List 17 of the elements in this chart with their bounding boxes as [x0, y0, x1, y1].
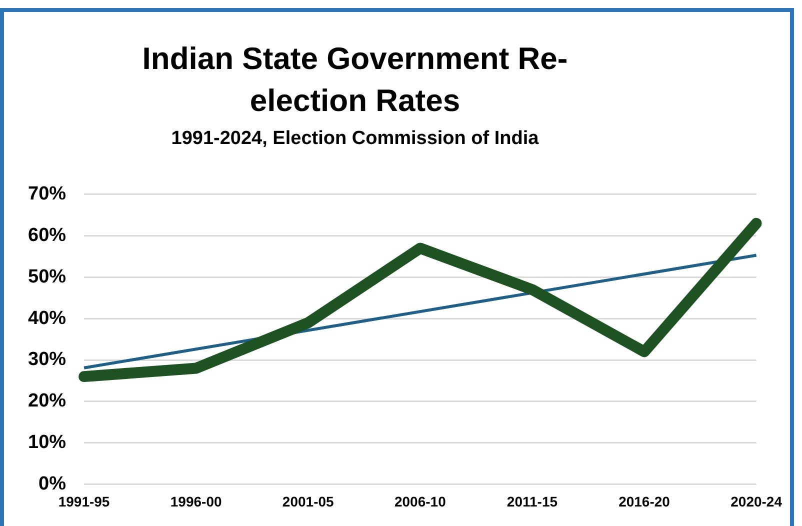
x-tick-label: 2001-05: [282, 493, 334, 510]
y-tick-label: 60%: [28, 225, 66, 246]
y-tick-label: 30%: [28, 349, 66, 370]
y-tick-label: 0%: [38, 473, 66, 494]
y-tick-label: 70%: [28, 184, 66, 205]
x-tick-label: 2020-24: [730, 493, 782, 510]
y-tick-label: 10%: [28, 432, 66, 454]
x-tick-label: 2011-15: [506, 493, 558, 510]
x-tick-label: 2016-20: [618, 493, 670, 510]
chart-title: Indian State Government Re-election Rates: [141, 40, 569, 120]
y-tick-label: 50%: [28, 266, 66, 288]
x-tick-label: 1991-95: [58, 493, 110, 510]
x-tick-label: 2006-10: [394, 493, 446, 510]
x-tick-label: 1996-00: [170, 493, 222, 510]
y-tick-label: 20%: [28, 390, 66, 412]
y-tick-label: 40%: [28, 308, 66, 329]
chart-subtitle: 1991-2024, Election Commission of India: [170, 128, 540, 150]
